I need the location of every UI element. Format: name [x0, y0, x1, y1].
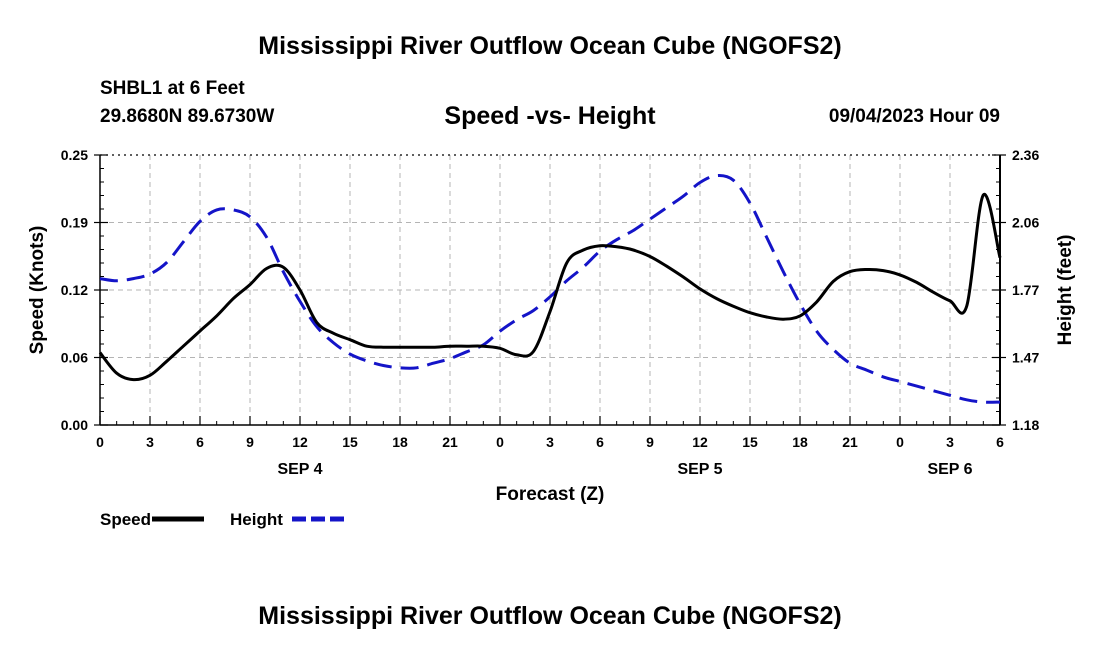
y-tick-label: 0.00: [61, 417, 88, 433]
y2-tick-label: 2.36: [1012, 147, 1039, 163]
x-tick-label: 9: [646, 434, 654, 450]
x-tick-label: 6: [996, 434, 1004, 450]
y-axis-title-right: Height (feet): [1055, 235, 1076, 346]
x-tick-label: 18: [392, 434, 408, 450]
station-coordinates: 29.8680N 89.6730W: [100, 106, 275, 127]
x-tick-label: 12: [692, 434, 708, 450]
y2-tick-label: 1.77: [1012, 282, 1039, 298]
x-tick-label: 3: [946, 434, 954, 450]
legend-label-height: Height: [230, 510, 283, 529]
footer-title: Mississippi River Outflow Ocean Cube (NG…: [258, 602, 842, 630]
x-tick-label: 18: [792, 434, 808, 450]
x-tick-label: 21: [442, 434, 458, 450]
y-tick-label: 0.06: [61, 350, 88, 366]
chart-subtitle: Speed -vs- Height: [444, 102, 656, 130]
x-tick-label: 15: [342, 434, 358, 450]
x-tick-label: 0: [896, 434, 904, 450]
y-axis-title-left: Speed (Knots): [27, 226, 48, 355]
station-label: SHBL1 at 6 Feet: [100, 78, 245, 99]
x-tick-label: 3: [546, 434, 554, 450]
x-tick-label: 9: [246, 434, 254, 450]
date-label: SEP 4: [277, 461, 322, 478]
y-tick-label: 0.25: [61, 147, 88, 163]
chart-main-title: Mississippi River Outflow Ocean Cube (NG…: [258, 32, 842, 60]
legend-label-speed: Speed: [100, 510, 151, 529]
y2-tick-label: 1.18: [1012, 417, 1039, 433]
x-tick-label: 6: [596, 434, 604, 450]
date-label: SEP 6: [927, 461, 972, 478]
x-tick-label: 0: [96, 434, 104, 450]
y-tick-label: 0.19: [61, 215, 88, 231]
x-axis-title: Forecast (Z): [496, 484, 605, 505]
x-tick-label: 6: [196, 434, 204, 450]
x-tick-label: 0: [496, 434, 504, 450]
y2-tick-label: 2.06: [1012, 215, 1039, 231]
x-tick-label: 21: [842, 434, 858, 450]
height-series-line: [99, 173, 1001, 404]
y2-tick-label: 1.47: [1012, 350, 1039, 366]
y-tick-label: 0.12: [61, 282, 88, 298]
speed-series-line: [98, 193, 1002, 382]
x-tick-label: 15: [742, 434, 758, 450]
x-tick-label: 3: [146, 434, 154, 450]
date-label: SEP 5: [677, 461, 722, 478]
x-tick-label: 12: [292, 434, 308, 450]
forecast-datetime: 09/04/2023 Hour 09: [828, 106, 1000, 127]
